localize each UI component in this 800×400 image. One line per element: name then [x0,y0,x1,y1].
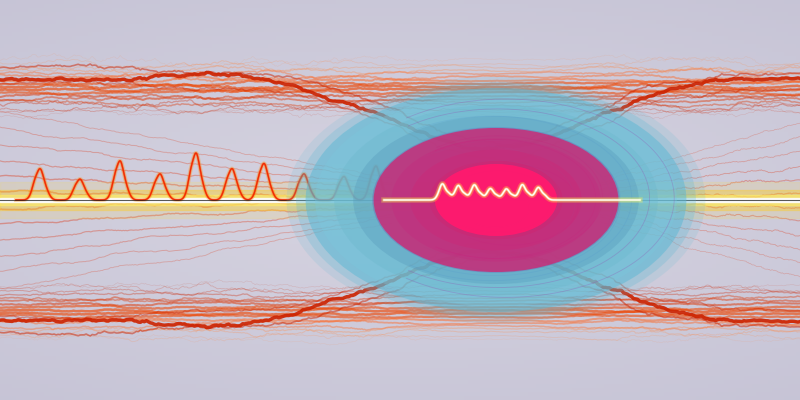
Ellipse shape [306,88,686,312]
Ellipse shape [286,77,706,323]
Ellipse shape [296,82,696,318]
Ellipse shape [435,164,558,236]
Ellipse shape [374,128,618,272]
Ellipse shape [334,105,658,295]
Ellipse shape [391,138,601,262]
Ellipse shape [430,161,562,239]
Ellipse shape [410,150,582,250]
Ellipse shape [315,94,677,306]
Ellipse shape [372,127,620,273]
Ellipse shape [354,116,638,284]
